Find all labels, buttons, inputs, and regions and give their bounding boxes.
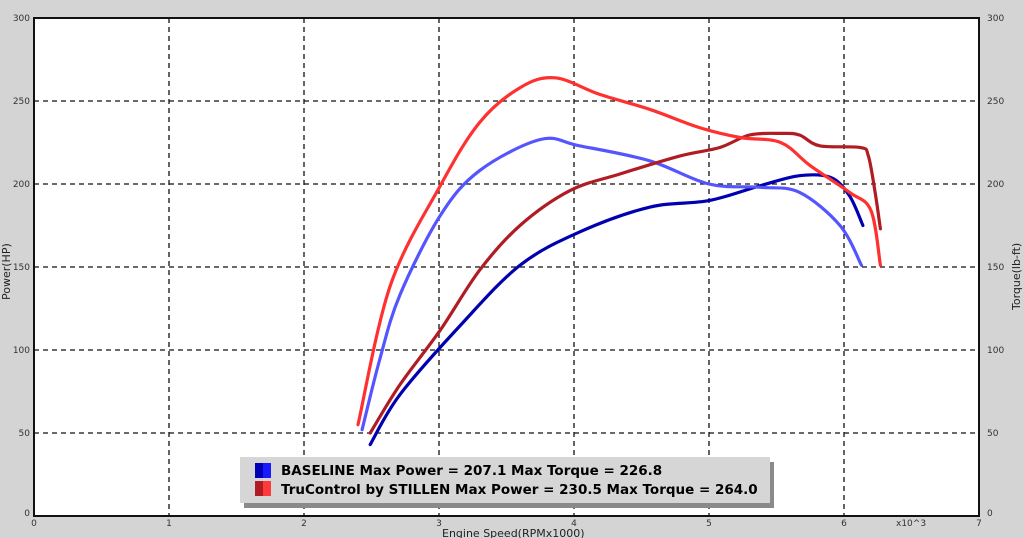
legend-swatch-trucontrol-torque — [263, 481, 271, 496]
x-tick-label: 3 — [436, 519, 442, 529]
y-tick-label: 200 — [13, 180, 30, 190]
legend: BASELINE Max Power = 207.1 Max Torque = … — [240, 457, 774, 508]
legend-label-trucontrol: TruControl by STILLEN Max Power = 230.5 … — [281, 482, 758, 498]
y2-axis-label: Torque(lb-ft) — [1010, 243, 1023, 311]
y-tick-label: 50 — [19, 429, 31, 439]
x-multiplier-label: x10^3 — [896, 519, 926, 529]
y-tick-label: 0 — [24, 509, 30, 519]
series-line-3 — [368, 131, 882, 435]
legend-swatch-trucontrol-power — [255, 481, 263, 496]
x-tick-label: 5 — [706, 519, 712, 529]
plot-frame — [33, 17, 980, 517]
series-line-1 — [368, 173, 865, 447]
x-tick-label: 6 — [841, 519, 847, 529]
x-axis-label: Engine Speed(RPMx1000) — [442, 527, 585, 538]
y2-tick-label: 200 — [987, 180, 1004, 190]
legend-swatch-baseline-torque — [263, 463, 271, 478]
y2-tick-label: 300 — [987, 14, 1004, 24]
legend-entry-trucontrol: TruControl by STILLEN Max Power = 230.5 … — [255, 481, 758, 498]
y-tick-label: 100 — [13, 346, 30, 356]
legend-box — [240, 457, 770, 503]
x-tick-label: 4 — [571, 519, 577, 529]
y-tick-label: 300 — [13, 14, 30, 24]
x-tick-label: 2 — [301, 519, 307, 529]
x-tick-label: 1 — [166, 519, 172, 529]
series-lines — [356, 75, 882, 447]
y2-tick-label: 50 — [987, 429, 999, 439]
y2-tick-label: 150 — [987, 263, 1004, 273]
y-axis-label: Power(HP) — [0, 243, 13, 300]
y-tick-label: 150 — [13, 263, 30, 273]
y2-tick-label: 0 — [987, 509, 993, 519]
legend-swatch-baseline-power — [255, 463, 263, 478]
x-tick-label: 0 — [31, 519, 37, 529]
legend-label-baseline: BASELINE Max Power = 207.1 Max Torque = … — [281, 463, 662, 479]
y2-tick-label: 100 — [987, 346, 1004, 356]
legend-entry-baseline: BASELINE Max Power = 207.1 Max Torque = … — [255, 463, 662, 479]
y2-tick-label: 250 — [987, 97, 1004, 107]
y-tick-label: 250 — [13, 97, 30, 107]
series-line-4 — [356, 75, 882, 427]
series-line-2 — [360, 136, 864, 432]
grid-lines — [34, 18, 979, 516]
x-tick-label: 7 — [976, 519, 982, 529]
tick-labels: 0 1 2 3 4 5 6 705010015020025030005010015020025… — [13, 14, 1005, 529]
